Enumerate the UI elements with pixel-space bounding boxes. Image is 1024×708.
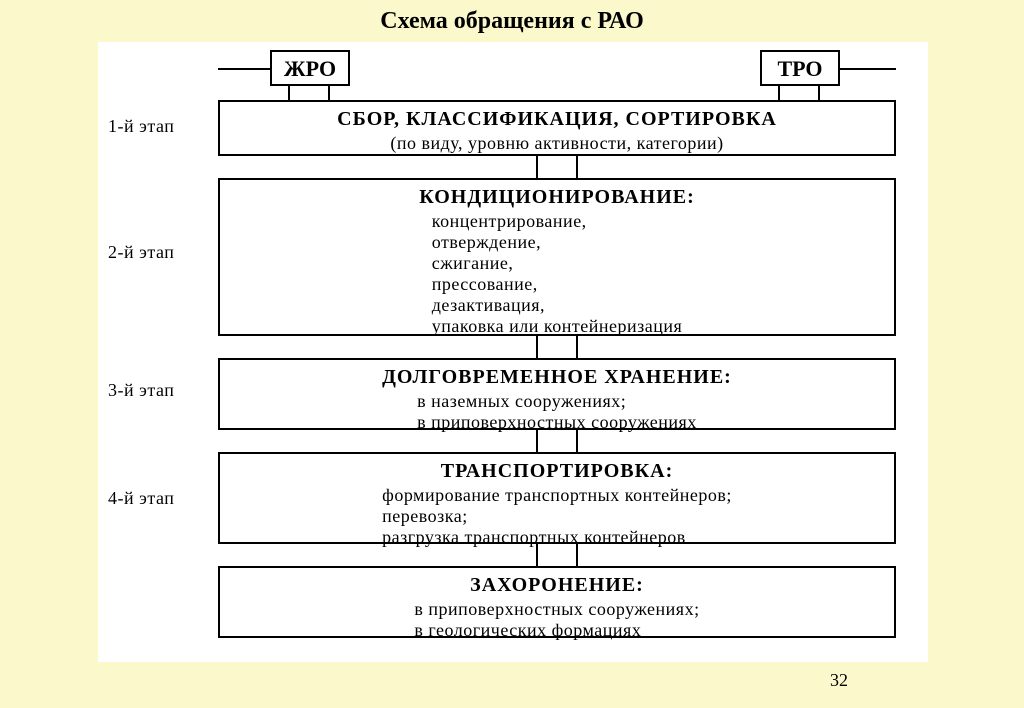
stage-header: ЗАХОРОНЕНИЕ: (244, 574, 870, 597)
connector (576, 336, 578, 358)
connector (536, 544, 538, 566)
stage-lines: в приповерхностных сооружениях; в геолог… (414, 599, 699, 641)
source-box-left: ЖРО (270, 50, 350, 86)
connector (536, 336, 538, 358)
stage-subtitle: (по виду, уровню активности, категории) (244, 133, 870, 154)
stage-box-3: ДОЛГОВРЕМЕННОЕ ХРАНЕНИЕ: в наземных соор… (218, 358, 896, 430)
stage-box-4: ТРАНСПОРТИРОВКА: формирование транспортн… (218, 452, 896, 544)
stage-header: ДОЛГОВРЕМЕННОЕ ХРАНЕНИЕ: (244, 366, 870, 389)
connector (536, 156, 538, 178)
stage-line: дезактивация, (432, 295, 683, 316)
stage-line: в геологических формациях (414, 620, 699, 641)
stage-label-2: 2-й этап (108, 242, 174, 263)
slide-title: Схема обращения с РАО (0, 8, 1024, 35)
stage-line: сжигание, (432, 253, 683, 274)
stage-header: ТРАНСПОРТИРОВКА: (244, 460, 870, 483)
stage-line: отверждение, (432, 232, 683, 253)
stage-header: КОНДИЦИОНИРОВАНИЕ: (244, 186, 870, 209)
connector (536, 430, 538, 452)
stage-line: упаковка или контейнеризация (432, 316, 683, 337)
stage-line: в приповерхностных сооружениях; (414, 599, 699, 620)
page-number: 32 (830, 670, 848, 691)
connector (218, 68, 270, 70)
stage-line: разгрузка транспортных контейнеров (382, 527, 732, 548)
stage-box-1: СБОР, КЛАССИФИКАЦИЯ, СОРТИРОВКА (по виду… (218, 100, 896, 156)
stage-line: формирование транспортных контейнеров; (382, 485, 732, 506)
stage-box-5: ЗАХОРОНЕНИЕ: в приповерхностных сооружен… (218, 566, 896, 638)
connector (576, 430, 578, 452)
connector (778, 86, 780, 100)
connector (328, 86, 330, 100)
stage-box-2: КОНДИЦИОНИРОВАНИЕ: концентрирование, отв… (218, 178, 896, 336)
source-box-right: ТРО (760, 50, 840, 86)
stage-label-4: 4-й этап (108, 488, 174, 509)
connector (576, 156, 578, 178)
stage-label-3: 3-й этап (108, 380, 174, 401)
connector (818, 86, 820, 100)
stage-line: перевозка; (382, 506, 732, 527)
stage-label-1: 1-й этап (108, 116, 174, 137)
stage-lines: в наземных сооружениях; в приповерхностн… (417, 391, 697, 433)
stage-line: в приповерхностных сооружениях (417, 412, 697, 433)
stage-line: в наземных сооружениях; (417, 391, 697, 412)
slide: Схема обращения с РАО ЖРО ТРО 1-й этап 2… (0, 0, 1024, 708)
stage-line: концентрирование, (432, 211, 683, 232)
stage-lines: формирование транспортных контейнеров; п… (382, 485, 732, 548)
connector (840, 68, 896, 70)
connector (576, 544, 578, 566)
connector (288, 86, 290, 100)
stage-lines: концентрирование, отверждение, сжигание,… (432, 211, 683, 337)
stage-line: прессование, (432, 274, 683, 295)
stage-header: СБОР, КЛАССИФИКАЦИЯ, СОРТИРОВКА (244, 108, 870, 131)
